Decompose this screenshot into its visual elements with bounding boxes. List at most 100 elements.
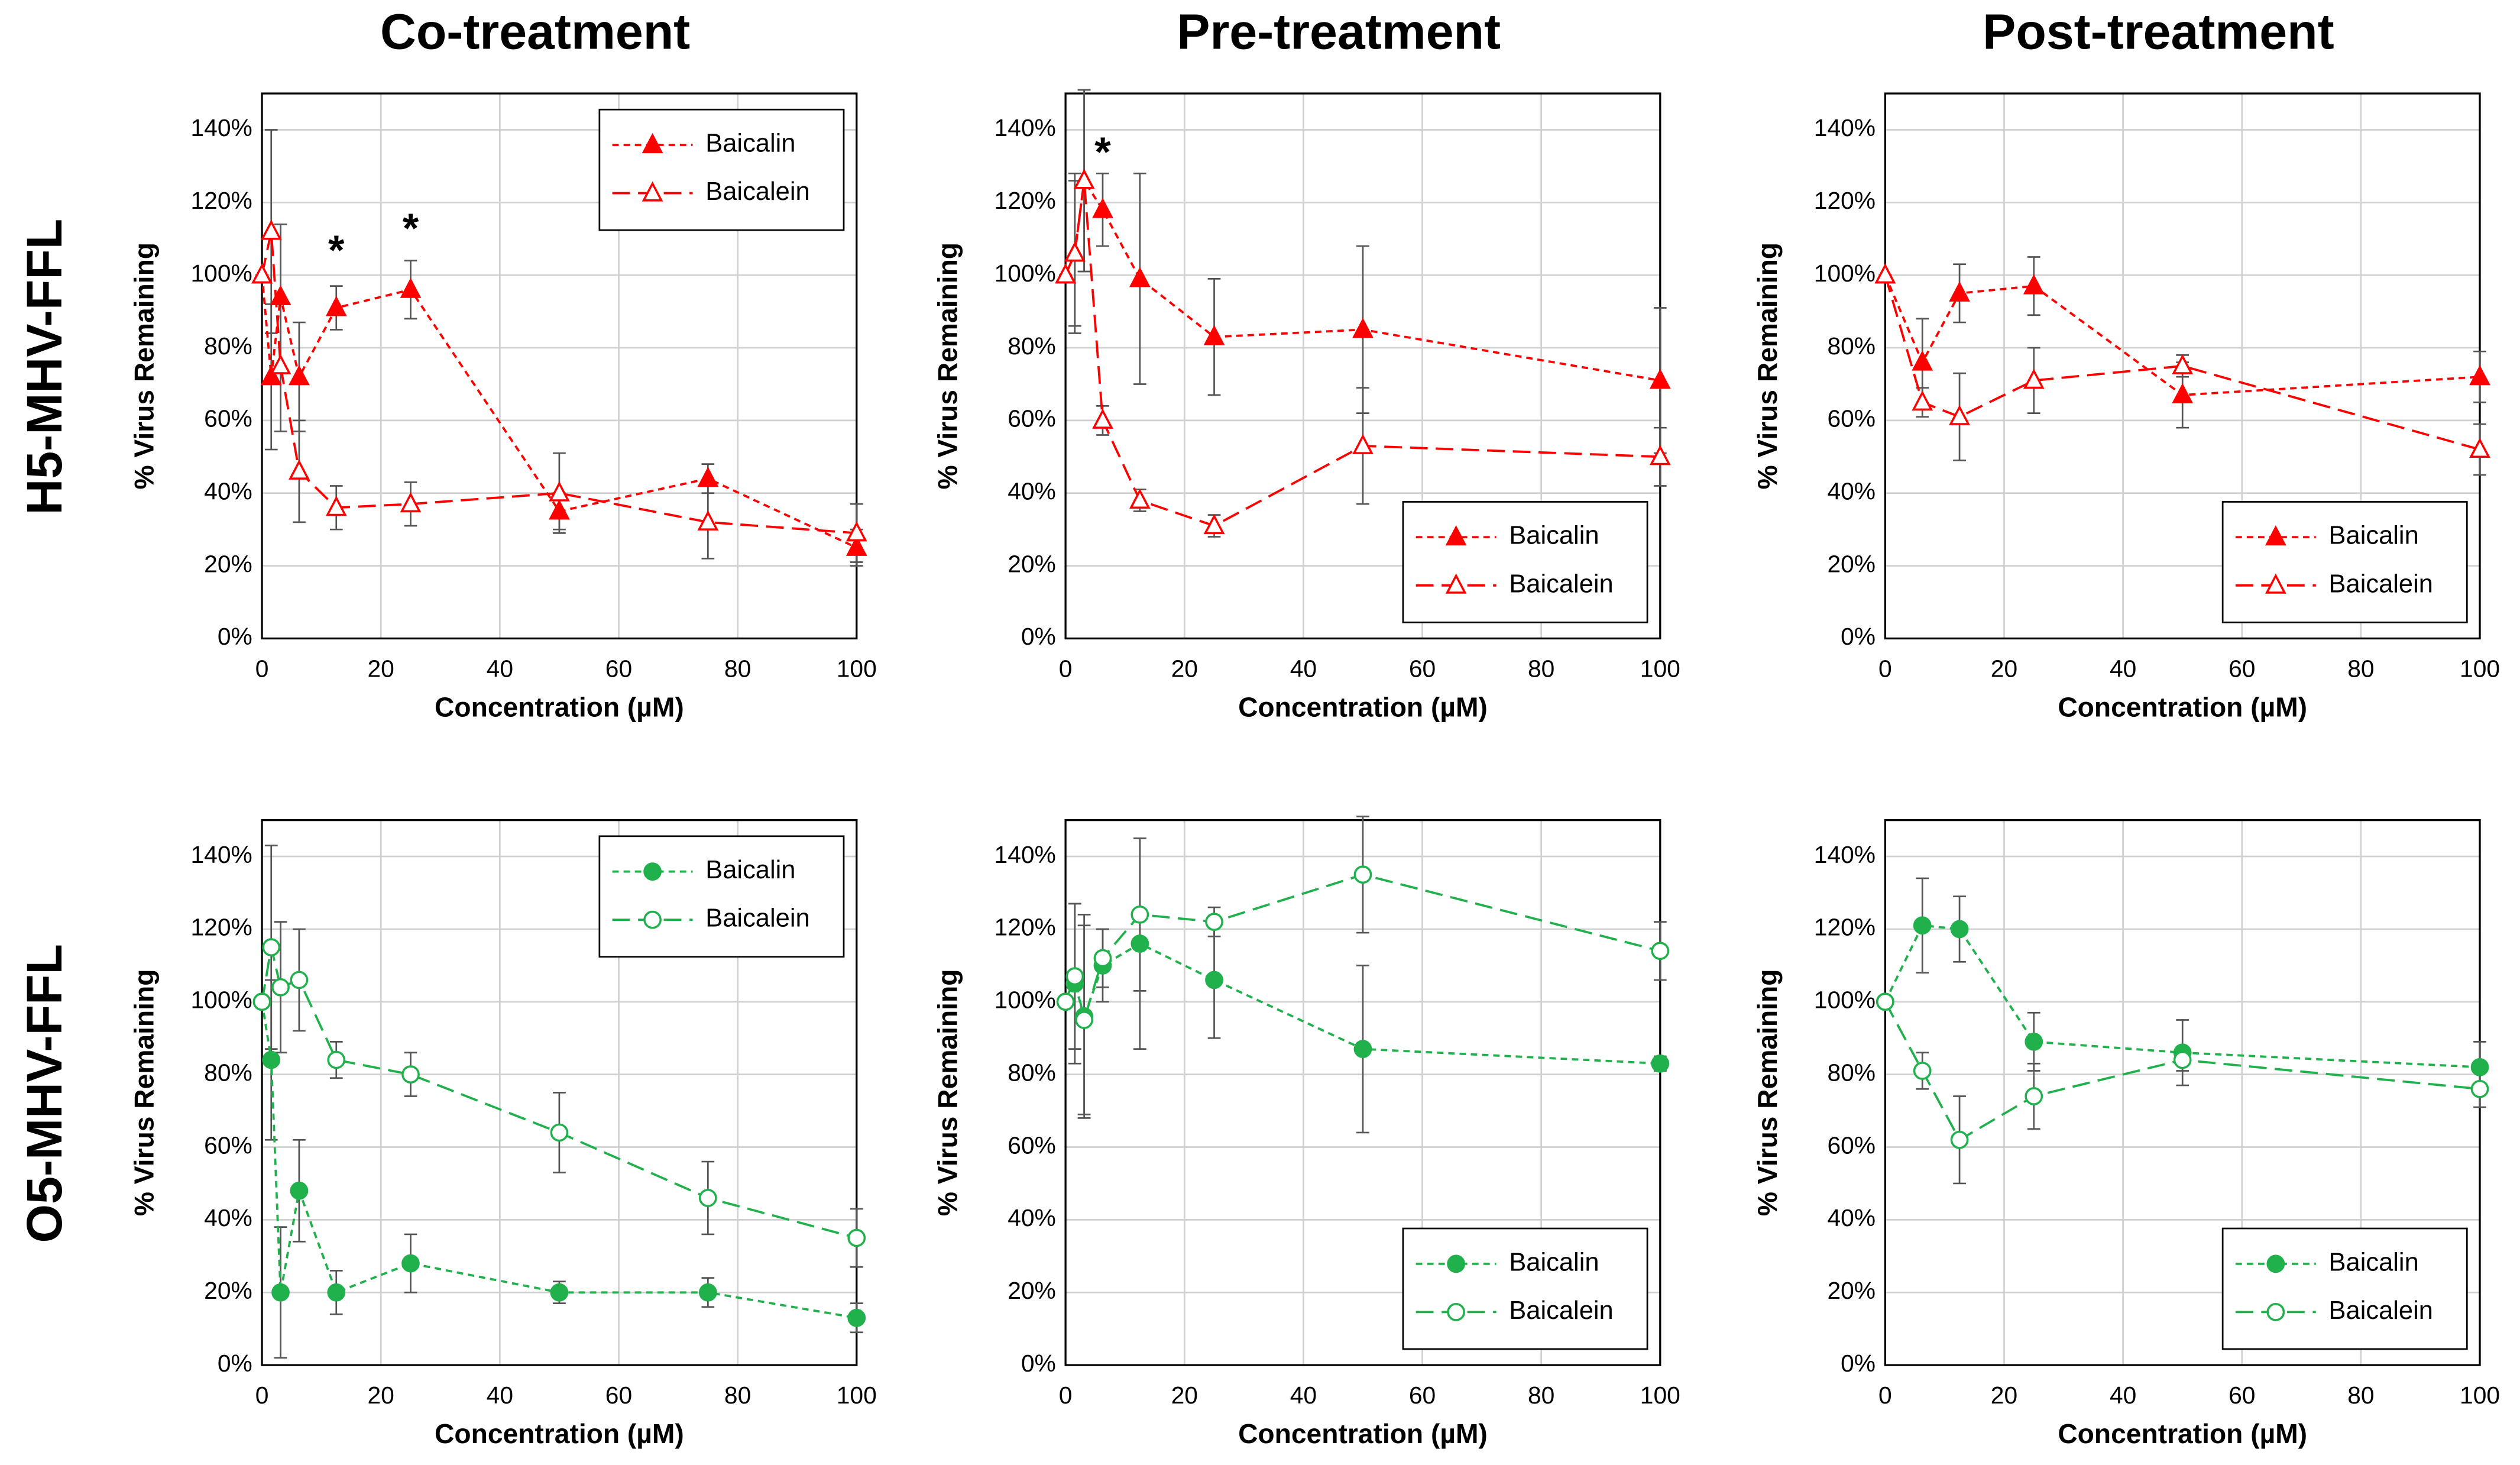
marker xyxy=(2469,365,2490,386)
legend-label: Baicalein xyxy=(2329,1296,2433,1325)
marker xyxy=(1949,281,1970,302)
legend: Baicalin Baicalein xyxy=(598,108,845,231)
x-tick-label: 100 xyxy=(837,1382,877,1409)
marker xyxy=(252,992,271,1011)
x-tick-label: 0 xyxy=(255,655,269,683)
marker xyxy=(1949,405,1970,425)
marker xyxy=(1073,169,1095,189)
marker xyxy=(1913,1062,1932,1080)
plot-frame xyxy=(261,92,858,640)
series-line xyxy=(261,1001,857,1320)
x-axis-title: Concentration (µM) xyxy=(1238,1418,1488,1449)
marker xyxy=(325,296,347,316)
marker xyxy=(1131,934,1149,953)
x-tick-label: 40 xyxy=(2110,1382,2136,1409)
y-tick-label: 60% xyxy=(1827,405,1876,432)
marker xyxy=(1950,1130,1969,1149)
marker xyxy=(1056,992,1075,1011)
marker xyxy=(271,1283,290,1302)
y-tick-label: 100% xyxy=(1814,260,1876,287)
x-tick-label: 20 xyxy=(368,1382,394,1409)
marker xyxy=(1129,488,1151,509)
x-tick-label: 0 xyxy=(1059,655,1073,683)
marker xyxy=(2172,383,2194,403)
y-tick-label: 60% xyxy=(204,1131,252,1159)
x-tick-label: 0 xyxy=(255,1382,269,1409)
marker xyxy=(549,499,570,520)
chart: Pre-treatment 0% 20% 40% 60% 80% 100% 120% 140% 0… xyxy=(932,4,1680,722)
y-tick-label: 20% xyxy=(1008,1277,1056,1304)
y-tick-label: 60% xyxy=(1008,1131,1056,1159)
y-tick-label: 20% xyxy=(1827,550,1876,577)
y-tick-label: 100% xyxy=(190,260,252,287)
x-tick-label: 80 xyxy=(2347,655,2374,683)
y-axis-title: % Virus Remaining xyxy=(129,969,160,1217)
legend-label: Baicalein xyxy=(2329,570,2433,598)
series-line xyxy=(1064,180,1660,528)
y-tick-label: 60% xyxy=(204,405,252,432)
y-axis-title: % Virus Remaining xyxy=(1752,969,1783,1217)
marker xyxy=(1950,920,1969,939)
x-tick-label: 40 xyxy=(2110,655,2136,683)
marker xyxy=(290,1181,309,1200)
marker xyxy=(2470,1079,2489,1098)
marker xyxy=(2025,1032,2043,1051)
x-axis-title: Concentration (µM) xyxy=(435,1418,684,1449)
marker xyxy=(1205,971,1223,989)
y-tick-label: 100% xyxy=(995,260,1056,287)
legend-marker xyxy=(1447,1303,1465,1321)
marker xyxy=(290,971,309,989)
legend-label: Baicalin xyxy=(1509,1248,1599,1276)
x-tick-label: 60 xyxy=(1409,1382,1436,1409)
marker xyxy=(1649,445,1671,465)
plot-frame xyxy=(261,819,858,1366)
chart: 0% 20% 40% 60% 80% 100% 120% 140% 0 20 40 60 80 100 Co… xyxy=(129,819,877,1449)
marker xyxy=(1651,1054,1670,1073)
legend-marker xyxy=(642,181,663,202)
marker xyxy=(1055,263,1076,284)
legend-marker xyxy=(1447,1254,1465,1273)
row-label: O5-MHV-FFL xyxy=(17,944,72,1243)
y-tick-label: 80% xyxy=(1827,1059,1876,1086)
x-tick-label: 100 xyxy=(837,655,877,683)
legend-marker xyxy=(1445,525,1467,546)
marker xyxy=(697,510,719,531)
marker xyxy=(400,492,422,513)
y-tick-label: 120% xyxy=(995,187,1056,214)
y-tick-label: 140% xyxy=(190,114,252,141)
marker xyxy=(1913,916,1932,935)
marker xyxy=(327,1050,346,1069)
legend-label: Baicalein xyxy=(1509,570,1613,598)
series-line xyxy=(1884,924,2480,1069)
y-tick-label: 80% xyxy=(1008,332,1056,360)
y-tick-label: 100% xyxy=(1814,987,1876,1014)
marker xyxy=(401,1254,420,1273)
marker xyxy=(1874,263,1896,284)
marker xyxy=(1352,434,1374,454)
x-tick-label: 20 xyxy=(1171,1382,1198,1409)
y-tick-label: 80% xyxy=(204,332,252,360)
x-tick-label: 60 xyxy=(1409,655,1436,683)
series-line xyxy=(1884,274,2480,396)
x-tick-label: 0 xyxy=(1878,1382,1892,1409)
marker xyxy=(1092,408,1113,429)
legend-box xyxy=(2221,501,2468,623)
x-tick-label: 80 xyxy=(724,655,751,683)
annotation: * xyxy=(1094,128,1111,175)
x-tick-label: 20 xyxy=(368,655,394,683)
marker xyxy=(1353,865,1372,884)
chart-title: Post-treatment xyxy=(1983,4,2334,59)
legend-label: Baicalein xyxy=(705,177,809,206)
legend-marker xyxy=(642,132,663,154)
marker xyxy=(1203,325,1225,345)
marker xyxy=(327,1283,346,1302)
x-tick-label: 60 xyxy=(605,1382,632,1409)
x-tick-label: 60 xyxy=(605,655,632,683)
y-tick-label: 80% xyxy=(1827,332,1876,360)
legend-label: Baicalin xyxy=(2329,1248,2419,1276)
marker xyxy=(846,521,867,542)
y-tick-label: 120% xyxy=(190,914,252,941)
x-tick-label: 20 xyxy=(1991,655,2017,683)
legend-marker xyxy=(2266,1303,2285,1321)
y-tick-label: 140% xyxy=(190,841,252,868)
